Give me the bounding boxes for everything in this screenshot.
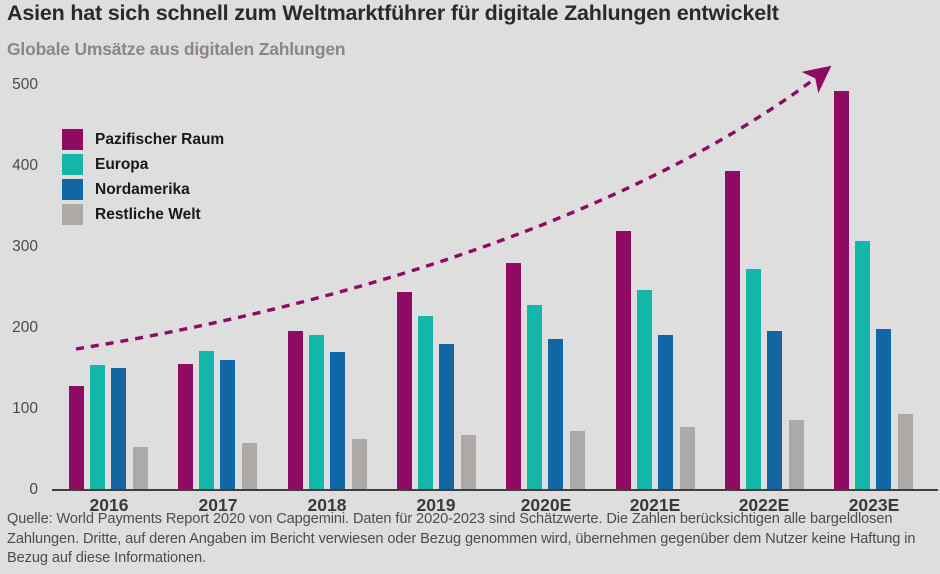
x-tick-label: 2023E: [848, 495, 900, 515]
chart-subtitle: Globale Umsätze aus digitalen Zahlungen: [7, 39, 346, 59]
bar: [725, 171, 740, 490]
legend-item: Pazifischer Raum: [62, 129, 224, 150]
bar: [439, 344, 454, 490]
bar: [309, 335, 324, 490]
bar: [680, 427, 695, 490]
bar: [898, 414, 913, 490]
bar: [418, 316, 433, 490]
source-note: Quelle: World Payments Report 2020 von C…: [7, 511, 916, 566]
legend: Pazifischer Raum Europa Nordamerika Restlic…: [62, 129, 224, 225]
bar: [69, 386, 84, 490]
legend-label: Nordamerika: [95, 180, 190, 198]
y-tick-label: 0: [29, 481, 38, 498]
x-tick-label: 2022E: [738, 495, 790, 515]
bar: [616, 231, 631, 490]
bar: [506, 263, 521, 490]
legend-swatch-icon: [62, 154, 83, 175]
x-tick-label: 2018: [307, 495, 347, 515]
legend-swatch-icon: [62, 179, 83, 200]
bar: [199, 351, 214, 490]
bar: [570, 431, 585, 490]
bar: [834, 91, 849, 490]
legend-swatch-icon: [62, 204, 83, 225]
bar: [133, 447, 148, 490]
bar: [397, 292, 412, 490]
bar: [637, 290, 652, 490]
x-tick-label: 2020E: [520, 495, 572, 515]
bar: [855, 241, 870, 490]
chart-title: Asien hat sich schnell zum Weltmarktführ…: [7, 1, 779, 25]
legend-swatch-icon: [62, 129, 83, 150]
legend-item: Europa: [62, 154, 224, 175]
x-tick-label: 2019: [416, 495, 456, 515]
y-tick-label: 200: [12, 319, 38, 336]
bar: [461, 435, 476, 490]
y-tick-label: 300: [12, 238, 38, 255]
bar: [352, 439, 367, 490]
bar: [242, 443, 257, 490]
y-tick-label: 100: [12, 400, 38, 417]
bar: [658, 335, 673, 490]
x-tick-label: 2016: [89, 495, 129, 515]
x-axis-line: [52, 489, 938, 491]
bar: [876, 329, 891, 490]
x-tick-label: 2021E: [629, 495, 681, 515]
bar: [111, 368, 126, 490]
bar: [789, 420, 804, 490]
bar: [767, 331, 782, 490]
legend-item: Restliche Welt: [62, 204, 224, 225]
y-tick-label: 500: [12, 76, 38, 93]
bar: [330, 352, 345, 490]
x-tick-label: 2017: [198, 495, 238, 515]
bar: [90, 365, 105, 490]
bar: [746, 269, 761, 490]
legend-label: Pazifischer Raum: [95, 130, 225, 148]
legend-label: Europa: [95, 155, 149, 173]
bar: [220, 360, 235, 490]
bar: [288, 331, 303, 490]
bar: [548, 339, 563, 490]
legend-label: Restliche Welt: [95, 205, 201, 223]
bar: [527, 305, 542, 490]
bar: [178, 364, 193, 490]
y-tick-label: 400: [12, 157, 38, 174]
legend-item: Nordamerika: [62, 179, 224, 200]
